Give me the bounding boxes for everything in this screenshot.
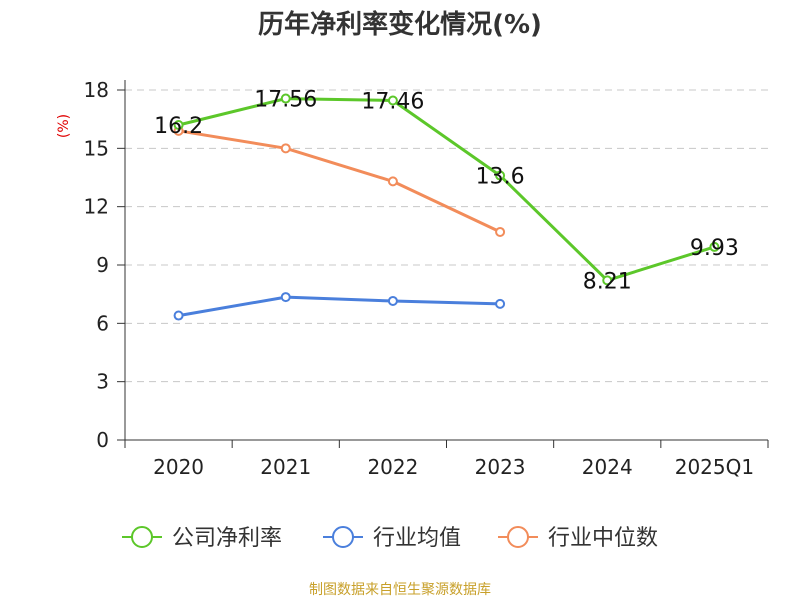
series-line-0 bbox=[178, 97, 715, 282]
y-axis-ticks: 0 3 6 9 12 15 18 bbox=[84, 78, 126, 452]
y-tick-label: 3 bbox=[96, 370, 109, 394]
y-tick-label: 12 bbox=[84, 195, 109, 219]
chart-title: 历年净利率变化情况(%) bbox=[258, 9, 542, 40]
series-point-0 bbox=[387, 95, 398, 106]
series-point-2 bbox=[280, 143, 291, 154]
series-point-1 bbox=[280, 292, 291, 303]
legend-label[interactable]: 公司净利率 bbox=[172, 526, 282, 551]
legend-label[interactable]: 行业中位数 bbox=[548, 526, 658, 551]
y-tick-label: 0 bbox=[96, 428, 109, 452]
y-tick-label: 6 bbox=[96, 311, 109, 335]
x-axis: 2020 2021 2022 2023 2024 2025Q1 bbox=[124, 439, 769, 479]
series-point-0 bbox=[280, 93, 291, 104]
data-label: 9.93 bbox=[690, 236, 739, 261]
data-label: 17.56 bbox=[254, 88, 317, 113]
legend: 公司净利率 行业均值 行业中位数 bbox=[122, 526, 658, 551]
y-tick-label: 15 bbox=[84, 136, 109, 160]
series-point-0 bbox=[709, 241, 720, 252]
x-tick-label: 2025Q1 bbox=[675, 455, 754, 479]
series-lines bbox=[173, 93, 720, 321]
legend-marker bbox=[332, 526, 354, 548]
data-label: 17.46 bbox=[361, 90, 424, 115]
series-point-2 bbox=[387, 176, 398, 187]
x-tick-label: 2024 bbox=[582, 455, 633, 479]
y-tick-label: 9 bbox=[96, 253, 109, 277]
x-tick-label: 2023 bbox=[475, 455, 526, 479]
legend-label[interactable]: 行业均值 bbox=[373, 526, 461, 551]
data-label: 13.6 bbox=[476, 165, 525, 190]
y-axis-unit: (%) bbox=[56, 114, 72, 138]
data-label: 8.21 bbox=[583, 269, 632, 294]
series-point-1 bbox=[495, 298, 506, 309]
legend-marker bbox=[507, 526, 529, 548]
series-point-0 bbox=[173, 120, 184, 130]
data-labels: 16.2 17.56 17.46 13.6 8.21 9.93 bbox=[154, 88, 739, 295]
x-tick-label: 2022 bbox=[367, 455, 418, 479]
data-label: 16.2 bbox=[154, 114, 203, 139]
series-point-1 bbox=[173, 310, 184, 321]
series-point-0 bbox=[602, 275, 613, 286]
series-line-1 bbox=[178, 295, 501, 318]
legend-marker bbox=[131, 526, 153, 548]
series-point-1 bbox=[387, 295, 398, 306]
series-point-0 bbox=[495, 170, 506, 181]
x-tick-label: 2020 bbox=[153, 455, 204, 479]
y-tick-label: 18 bbox=[84, 78, 109, 102]
series-point-2 bbox=[495, 226, 506, 237]
grid-lines bbox=[125, 89, 768, 383]
x-tick-label: 2021 bbox=[260, 455, 311, 479]
series-line-2 bbox=[178, 129, 501, 234]
source-note: 制图数据来自恒生聚源数据库 bbox=[309, 582, 491, 598]
